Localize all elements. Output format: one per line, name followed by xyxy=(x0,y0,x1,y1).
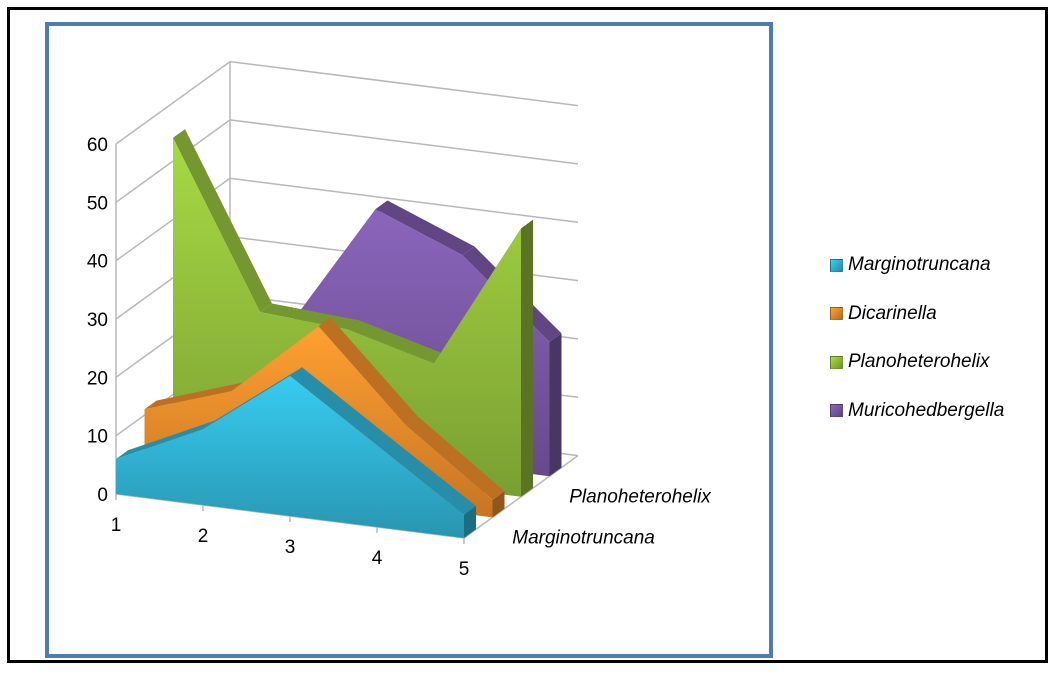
legend-label-marginotruncana: Marginotruncana xyxy=(848,254,991,275)
series-top-marginotruncana-2 xyxy=(290,367,389,446)
series-top-marginotruncana-1 xyxy=(203,367,302,430)
x-tick-label-4: 4 xyxy=(372,548,383,569)
series-side-planoheterohelix xyxy=(521,219,533,497)
series-top-planoheterohelix-2 xyxy=(347,320,446,364)
series-top-marginotruncana-0 xyxy=(116,420,215,459)
depth-label-marginotruncana: Marginotruncana xyxy=(512,528,655,549)
legend-item-muricohedbergella: Muricohedbergella xyxy=(830,399,1050,423)
y-tick-label-10: 10 xyxy=(87,427,108,448)
legend-item-marginotruncana: Marginotruncana xyxy=(830,253,1050,277)
y-tick-label-60: 60 xyxy=(87,135,108,156)
series-side-dicarinella xyxy=(492,491,505,518)
y-tick-label-40: 40 xyxy=(87,252,108,273)
x-tick-label-2: 2 xyxy=(198,526,209,547)
series-top-marginotruncana-3 xyxy=(377,436,476,515)
series-top-planoheterohelix-0 xyxy=(173,129,272,313)
x-tick-label-5: 5 xyxy=(459,559,470,580)
series-side-marginotruncana xyxy=(464,506,476,538)
x-tick-label-3: 3 xyxy=(285,537,296,558)
series-top-dicarinella-3 xyxy=(405,416,505,500)
series-top-dicarinella-0 xyxy=(144,382,244,410)
series-top-dicarinella-2 xyxy=(318,317,418,425)
y-tick-label-50: 50 xyxy=(87,193,108,214)
legend-item-planoheterohelix: Planoheterohelix xyxy=(830,350,1050,374)
x-tick-label-1: 1 xyxy=(111,515,122,536)
legend-swatch-dicarinella xyxy=(830,307,843,320)
legend-label-dicarinella: Dicarinella xyxy=(848,302,937,324)
legend-label-muricohedbergella: Muricohedbergella xyxy=(848,399,1005,421)
y-tick-label-30: 30 xyxy=(87,310,108,331)
legend-item-dicarinella: Dicarinella xyxy=(830,302,1050,326)
series-marginotruncana xyxy=(116,367,476,538)
series-side-muricohedbergella xyxy=(549,333,562,477)
chart-legend: Marginotruncana Dicarinella Planoheteroh… xyxy=(830,253,1050,447)
legend-swatch-planoheterohelix xyxy=(830,355,843,369)
series-face-marginotruncana xyxy=(116,376,464,538)
legend-swatch-muricohedbergella xyxy=(830,404,843,417)
legend-swatch-marginotruncana xyxy=(830,258,843,272)
series-top-muricohedbergella-2 xyxy=(375,200,475,256)
y-tick-label-0: 0 xyxy=(97,485,108,506)
legend-label-planoheterohelix: Planoheterohelix xyxy=(848,351,990,372)
depth-label-planoheterohelix: Planoheterohelix xyxy=(569,487,712,508)
y-tick-label-20: 20 xyxy=(87,368,108,389)
